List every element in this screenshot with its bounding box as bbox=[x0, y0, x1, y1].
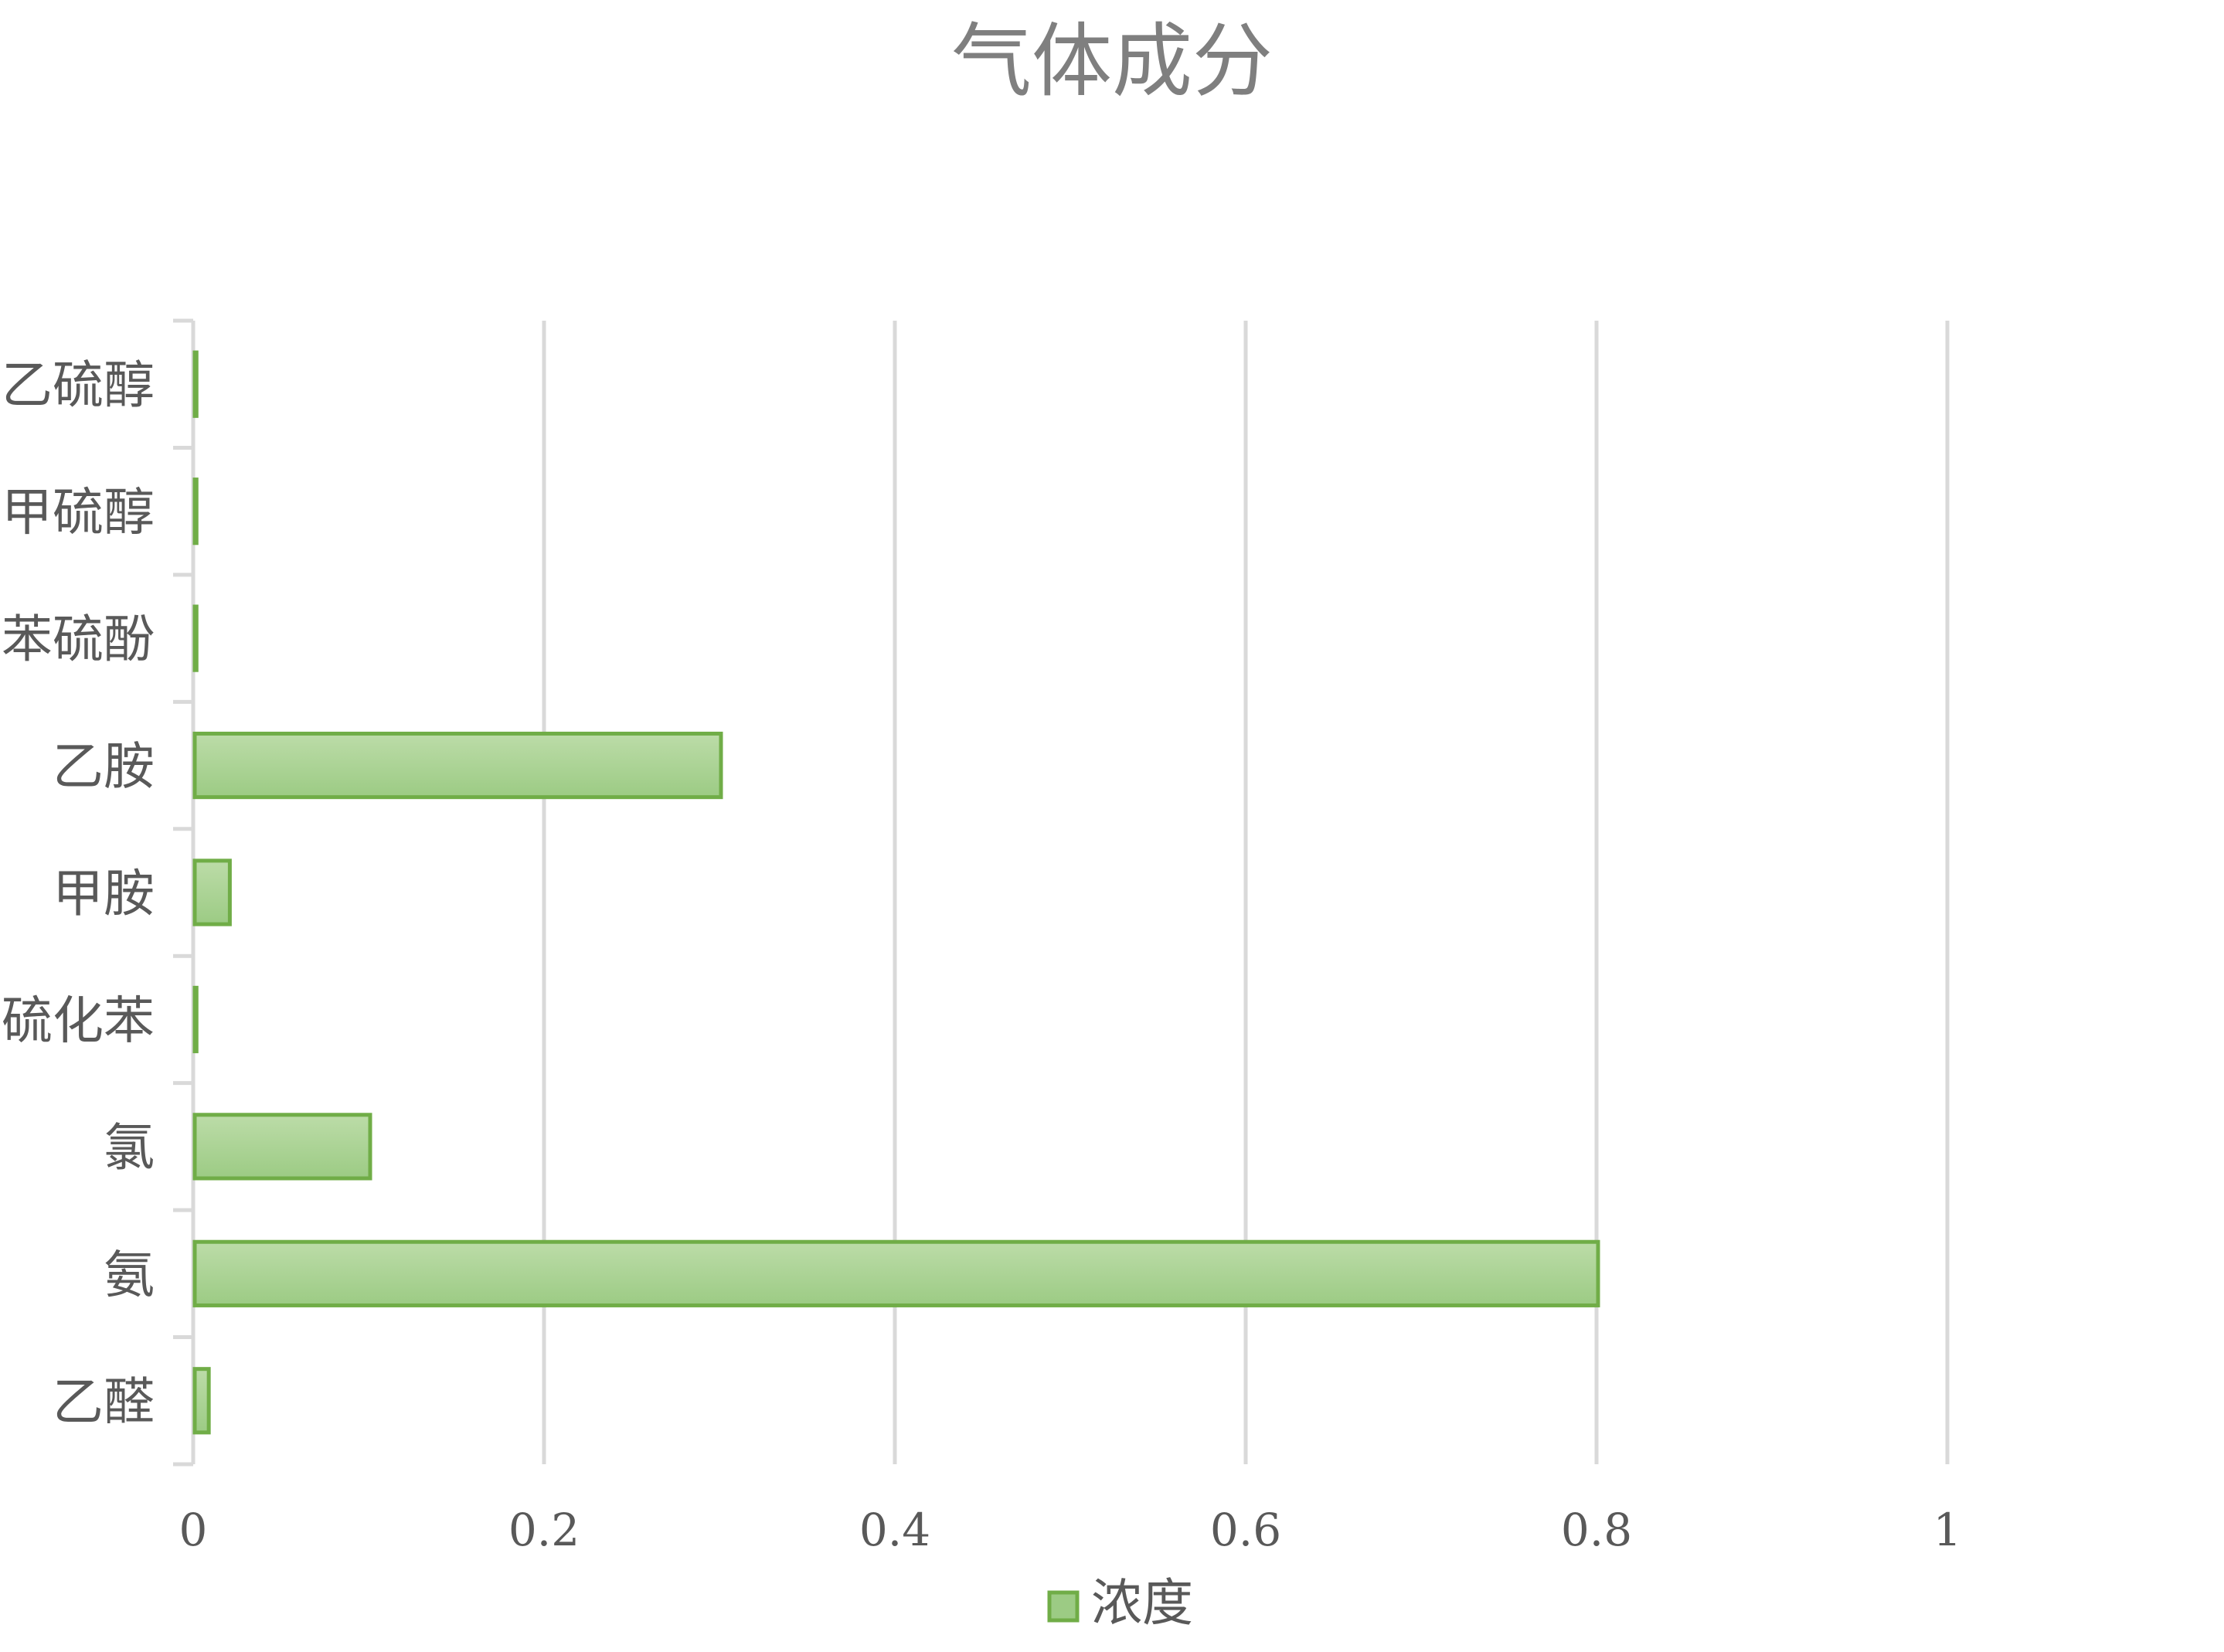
bar bbox=[192, 350, 199, 418]
x-tick-label: 1 bbox=[1933, 1504, 1962, 1556]
category-axis bbox=[173, 318, 196, 1467]
legend-swatch bbox=[1047, 1590, 1080, 1623]
x-tick-label: 0.8 bbox=[1561, 1504, 1632, 1556]
bar bbox=[192, 858, 232, 926]
chart-title: 气体成分 bbox=[951, 14, 1273, 108]
x-tick-labels: 0 0.2 0.4 0.6 0.8 1 bbox=[179, 1504, 1962, 1556]
category-label: 硫化苯 bbox=[2, 991, 155, 1050]
category-label: 乙胺 bbox=[53, 737, 155, 797]
category-label: 甲胺 bbox=[53, 864, 155, 923]
category-labels: 乙醛 氨 氯 硫化苯 甲胺 乙胺 苯硫酚 甲硫醇 乙硫醇 bbox=[2, 355, 155, 1432]
x-tick-label: 0.4 bbox=[859, 1504, 930, 1556]
category-label: 氯 bbox=[104, 1118, 155, 1178]
bars bbox=[192, 350, 1600, 1435]
bar bbox=[192, 1113, 372, 1181]
bar bbox=[192, 478, 199, 546]
x-tick-label: 0.2 bbox=[508, 1504, 580, 1556]
bar bbox=[192, 731, 723, 800]
category-label: 氨 bbox=[104, 1245, 155, 1304]
bar bbox=[192, 985, 199, 1054]
x-tick-label: 0.6 bbox=[1210, 1504, 1281, 1556]
category-label: 乙醛 bbox=[53, 1372, 155, 1432]
bar bbox=[192, 604, 199, 672]
category-label: 甲硫醇 bbox=[2, 483, 155, 542]
legend: 浓度 bbox=[1047, 1573, 1193, 1633]
legend-label: 浓度 bbox=[1091, 1573, 1193, 1633]
category-label: 乙硫醇 bbox=[2, 355, 155, 415]
x-tick-label: 0 bbox=[179, 1504, 208, 1556]
bar bbox=[192, 1239, 1600, 1307]
bar bbox=[192, 1367, 211, 1435]
category-label: 苯硫酚 bbox=[2, 610, 155, 669]
